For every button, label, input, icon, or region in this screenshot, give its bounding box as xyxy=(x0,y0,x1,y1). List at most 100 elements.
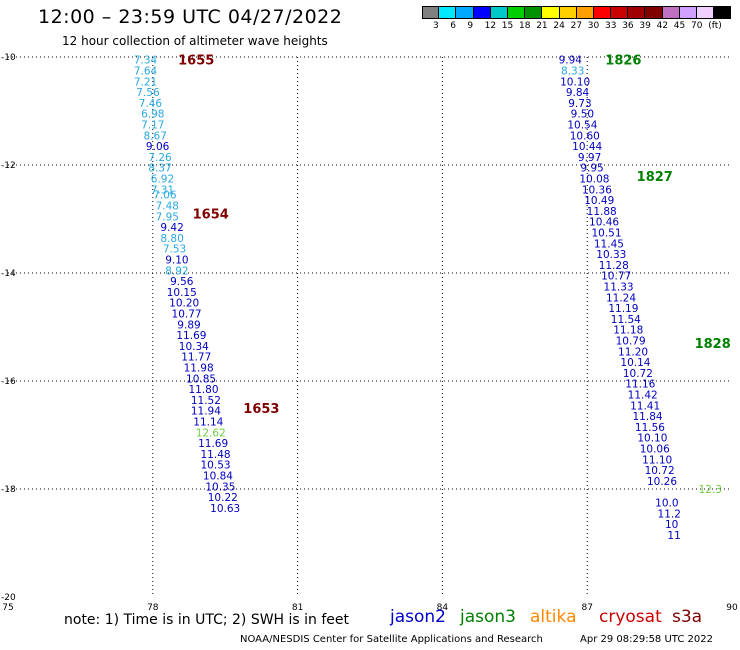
wave-height-point: 7.34 xyxy=(134,55,158,67)
wave-height-point: 11.18 xyxy=(613,325,643,337)
pass-number-label: 1653 xyxy=(243,402,279,417)
wave-height-point: 8.33 xyxy=(561,66,584,78)
colorbar-swatch xyxy=(697,6,715,19)
wave-height-point: 9.42 xyxy=(160,222,183,234)
pass-number-label: 1654 xyxy=(193,208,229,223)
colorbar-swatch xyxy=(645,6,663,19)
wave-height-point: 10.06 xyxy=(640,444,670,456)
y-tick-label: -20 xyxy=(1,593,16,603)
wave-height-point: 11.2 xyxy=(658,508,681,520)
wave-height-point: 10 xyxy=(665,519,678,531)
colorbar-label: 27 xyxy=(570,21,583,31)
x-tick-label: 84 xyxy=(437,603,449,613)
wave-height-point: 10.53 xyxy=(201,460,231,472)
wave-height-point: 11.42 xyxy=(628,390,658,402)
x-tick-label: 78 xyxy=(147,603,159,613)
x-tick-label: 90 xyxy=(726,603,738,613)
wave-height-point: 11.14 xyxy=(193,417,223,429)
wave-height-point: 11.80 xyxy=(188,384,218,396)
wave-height-point: 11.10 xyxy=(642,454,672,466)
footer-credit: NOAA/NESDIS Center for Satellite Applica… xyxy=(240,634,543,645)
wave-height-point: 12.3 xyxy=(699,484,722,496)
wave-height-point: 11.84 xyxy=(633,411,663,423)
wave-height-point: 10.15 xyxy=(167,287,197,299)
wave-height-point: 10.49 xyxy=(584,195,614,207)
colorbar-swatch xyxy=(525,6,543,19)
colorbar-swatch xyxy=(422,6,440,19)
wave-height-point: 10.35 xyxy=(205,481,235,493)
colorbar-label: 70 xyxy=(691,21,703,31)
colorbar-swatch xyxy=(679,6,697,19)
wave-height-point: 9.56 xyxy=(170,276,194,288)
wave-height-point: 6.92 xyxy=(151,174,174,186)
wave-height-point: 10.84 xyxy=(203,471,233,483)
wave-height-point: 10.72 xyxy=(623,368,653,380)
pass-number-label: 1828 xyxy=(695,337,731,352)
wave-height-point: 10.77 xyxy=(172,309,202,321)
colorbar-label: (ft) xyxy=(708,21,722,31)
wave-height-point: 9.89 xyxy=(177,319,200,331)
colorbar-swatch xyxy=(576,6,594,19)
colorbar-swatch xyxy=(714,6,732,19)
page-title: 12:00 – 23:59 UTC 04/27/2022 xyxy=(38,6,343,28)
colorbar-label: 39 xyxy=(639,21,651,31)
wave-height-point: 9.06 xyxy=(146,141,170,153)
pass-number-label: 1827 xyxy=(637,170,673,185)
y-tick-label: -12 xyxy=(1,161,16,171)
wave-height-point: 10.60 xyxy=(570,130,600,142)
colorbar-swatch xyxy=(662,6,680,19)
colorbar-swatch xyxy=(628,6,646,19)
wave-height-point: 7.64 xyxy=(134,66,158,78)
colorbar-label: 15 xyxy=(501,21,514,31)
wave-height-point: 11.41 xyxy=(630,400,660,412)
wave-height-point: 9.73 xyxy=(568,98,591,110)
colorbar-swatch xyxy=(542,6,560,19)
pass-number-label: 1655 xyxy=(178,54,214,69)
colorbar-swatch xyxy=(507,6,526,19)
wave-height-point: 7.53 xyxy=(163,244,186,256)
wave-height-point: 6.98 xyxy=(141,109,164,121)
wave-height-point: 7.06 xyxy=(153,190,177,202)
wave-height-point: 7.48 xyxy=(156,201,179,213)
wave-height-point: 10.34 xyxy=(179,341,209,353)
wave-height-point: 9.10 xyxy=(165,255,188,267)
wave-height-point: 11 xyxy=(667,530,680,542)
wave-height-point: 11.24 xyxy=(606,292,636,304)
wave-height-point: 8.80 xyxy=(160,233,183,245)
wave-height-point: 11.16 xyxy=(625,379,655,391)
wave-height-point: 11.77 xyxy=(181,352,211,364)
wave-height-point: 8.37 xyxy=(148,163,171,175)
wave-height-point: 7.95 xyxy=(156,211,179,223)
wave-height-point: 11.20 xyxy=(618,346,648,358)
wave-height-point: 9.50 xyxy=(571,109,594,121)
x-tick-label: 81 xyxy=(292,603,303,613)
wave-height-point: 11.19 xyxy=(608,303,638,315)
wave-height-point: 10.44 xyxy=(572,141,602,153)
wave-height-point: 11.33 xyxy=(604,282,634,294)
satellite-legend-cryosat: cryosat xyxy=(599,607,662,627)
wave-height-point: 11.69 xyxy=(198,438,228,450)
wave-height-point: 10.0 xyxy=(655,498,678,510)
wave-height-point: 10.72 xyxy=(645,465,675,477)
colorbar-swatch xyxy=(456,6,474,19)
wave-height-point: 10.36 xyxy=(582,184,612,196)
colorbar-swatch xyxy=(559,6,577,19)
x-tick-label: 87 xyxy=(581,603,592,613)
wave-height-point: 9.97 xyxy=(578,152,601,164)
colorbar-label: 12 xyxy=(484,21,497,31)
colorbar-label: 24 xyxy=(553,21,565,31)
pass-number-label: 1826 xyxy=(605,54,641,69)
wave-height-point: 11.56 xyxy=(635,422,665,434)
colorbar-label: 45 xyxy=(673,21,686,31)
colorbar-label: 30 xyxy=(587,21,600,31)
y-tick-label: -10 xyxy=(1,53,16,63)
wave-height-point: 11.45 xyxy=(594,238,624,250)
wave-height-point: 7.46 xyxy=(139,98,163,110)
wave-height-point: 10.54 xyxy=(567,120,597,132)
colorbar-swatch xyxy=(611,6,629,19)
wave-height-point: 11.69 xyxy=(176,330,206,342)
wave-height-point: 11.88 xyxy=(587,206,617,218)
wave-height-point: 10.26 xyxy=(647,476,677,488)
wave-height-point: 11.94 xyxy=(191,406,221,418)
page-subtitle: 12 hour collection of altimeter wave hei… xyxy=(62,34,328,48)
